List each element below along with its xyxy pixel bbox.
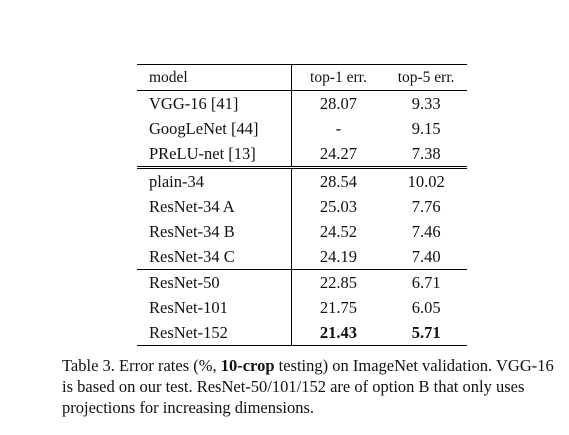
model-cell: ResNet-34 A — [149, 197, 235, 216]
model-cell: ResNet-101 — [149, 298, 228, 317]
error-rates-table: model top-1 err. top-5 err. VGG-16 [41] … — [137, 64, 467, 346]
model-cell: PReLU-net [13] — [149, 144, 256, 163]
top5-cell: 7.38 — [411, 144, 441, 163]
caption-prefix: Table 3. Error rates (%, — [62, 356, 221, 375]
top1-cell: 22.85 — [290, 269, 386, 295]
model-cell: ResNet-152 — [137, 320, 292, 346]
table-row: PReLU-net [13] 24.27 7.38 — [137, 141, 467, 168]
model-cell: ResNet-50 — [137, 269, 292, 295]
top5-cell: 7.46 — [411, 222, 441, 241]
table-row: ResNet-34 B 24.52 7.46 — [137, 219, 467, 244]
table-header-row: model top-1 err. top-5 err. — [137, 64, 467, 91]
top5-cell: 6.71 — [385, 269, 467, 295]
model-cell: VGG-16 [41] — [149, 94, 239, 113]
table-row: VGG-16 [41] 28.07 9.33 — [137, 90, 467, 116]
top1-cell: 24.52 — [290, 219, 386, 244]
results-table-container: model top-1 err. top-5 err. VGG-16 [41] … — [137, 64, 467, 346]
top5-cell-best: 5.71 — [385, 320, 467, 346]
header-top1-err: top-1 err. — [290, 64, 386, 91]
top1-cell: 28.54 — [290, 166, 386, 194]
top1-cell: 24.19 — [290, 244, 386, 270]
top1-cell-best: 21.43 — [290, 320, 386, 346]
top5-cell: 9.33 — [411, 94, 441, 113]
table-row: ResNet-101 21.75 6.05 — [137, 295, 467, 320]
model-cell: ResNet-34 B — [149, 222, 235, 241]
header-model: model — [137, 64, 292, 91]
header-top5-err: top-5 err. — [385, 64, 467, 91]
caption-bold: 10-crop — [220, 356, 275, 375]
top1-cell: 25.03 — [290, 194, 386, 219]
table-row: ResNet-152 21.43 5.71 — [137, 320, 467, 346]
top1-cell: - — [290, 116, 386, 141]
table-row: plain-34 28.54 10.02 — [137, 166, 467, 194]
table-row: ResNet-34 A 25.03 7.76 — [137, 194, 467, 219]
top5-cell: 9.15 — [411, 119, 441, 138]
table-row: ResNet-50 22.85 6.71 — [137, 269, 467, 295]
model-cell: plain-34 — [137, 166, 292, 194]
model-cell: ResNet-34 C — [149, 247, 235, 266]
caption-suffix: testing) on ImageNet validation. VGG-16 … — [62, 356, 554, 417]
top5-cell: 7.40 — [411, 247, 441, 266]
top5-cell: 6.05 — [411, 298, 441, 317]
table-row: ResNet-34 C 24.19 7.40 — [137, 244, 467, 270]
top1-cell: 28.07 — [290, 90, 386, 116]
top1-cell: 21.75 — [290, 295, 386, 320]
top5-cell: 10.02 — [385, 166, 467, 194]
table-row: GoogLeNet [44] - 9.15 — [137, 116, 467, 141]
model-cell: GoogLeNet [44] — [149, 119, 259, 138]
top5-cell: 7.76 — [411, 197, 441, 216]
top1-cell: 24.27 — [290, 141, 386, 168]
table-caption: Table 3. Error rates (%, 10-crop testing… — [62, 355, 562, 418]
